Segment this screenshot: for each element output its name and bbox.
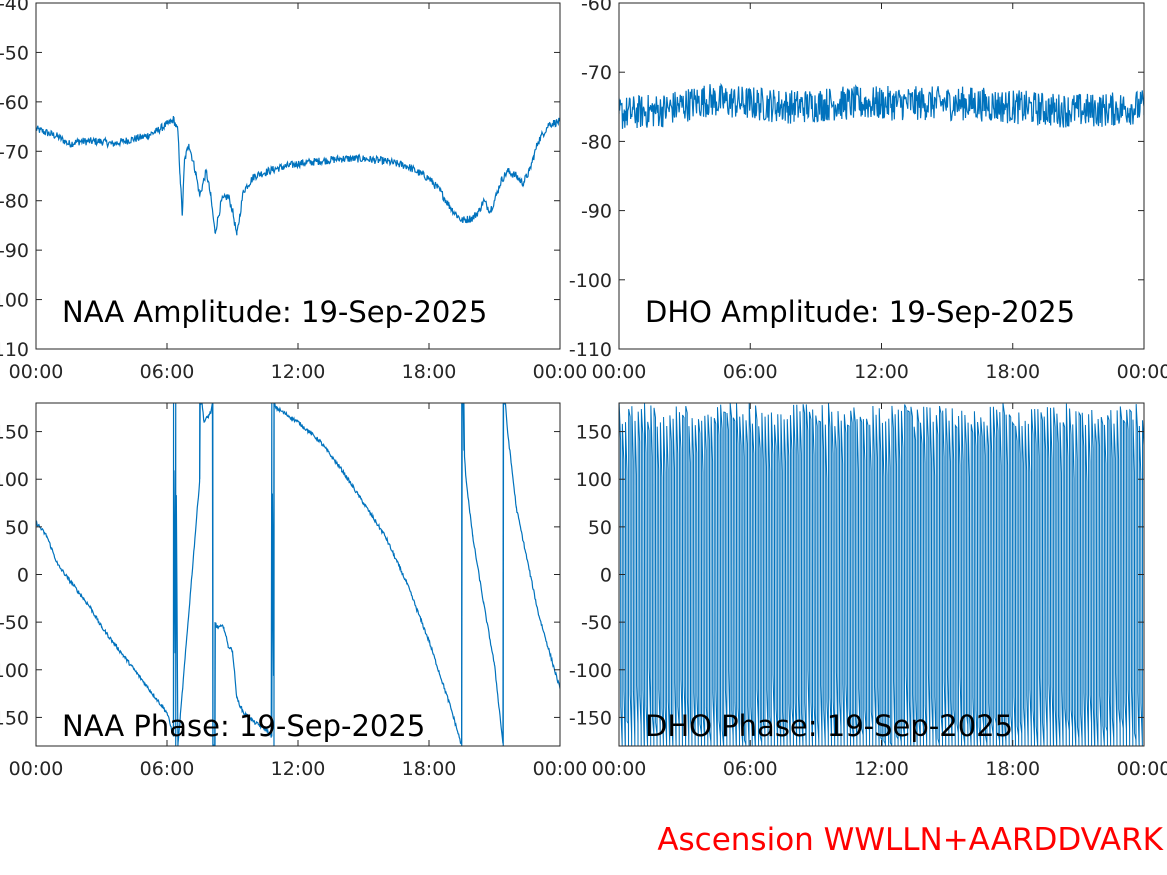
panel-dho-amplitude: 00:00 06:00 12:00 18:00 00:00 -60 -70 -80 -90 -10… bbox=[569, 0, 1167, 383]
x-tick-label: 00:00 bbox=[592, 361, 647, 383]
y-tick-label: -40 bbox=[0, 0, 29, 15]
panel-title-naa-amp: NAA Amplitude: 19-Sep-2025 bbox=[62, 295, 487, 329]
y-tick-label: -80 bbox=[581, 131, 612, 153]
series-line-dho-amp bbox=[619, 82, 1144, 129]
x-tick-label: 06:00 bbox=[140, 361, 195, 383]
y-tick-label: -50 bbox=[0, 42, 29, 64]
y-tick-label: -60 bbox=[0, 92, 29, 114]
y-tick-label: 50 bbox=[588, 517, 612, 539]
y-tick-label: 150 bbox=[0, 422, 29, 444]
y-tick-label: -100 bbox=[0, 290, 29, 312]
x-tick-label: 12:00 bbox=[271, 361, 326, 383]
footer-label: Ascension WWLLN+AARDDVARK bbox=[657, 822, 1163, 858]
panel-naa-amplitude: 00:00 06:00 12:00 18:00 00:00 -40 -50 -60 -70 -80… bbox=[0, 0, 587, 383]
y-tick-label: -80 bbox=[0, 191, 29, 213]
y-tick-label: -110 bbox=[0, 339, 29, 361]
y-tick-label: -100 bbox=[0, 660, 29, 682]
y-tick-label: 100 bbox=[576, 469, 612, 491]
x-tick-label: 12:00 bbox=[854, 758, 909, 780]
y-tick-label: -70 bbox=[0, 141, 29, 163]
x-tick-label: 06:00 bbox=[723, 361, 778, 383]
series-line-dho-phase bbox=[619, 403, 1144, 746]
y-tick-label: -60 bbox=[581, 0, 612, 15]
x-tick-label: 00:00 bbox=[592, 758, 647, 780]
panel-title-dho-amp: DHO Amplitude: 19-Sep-2025 bbox=[645, 295, 1075, 329]
x-tick-label: 18:00 bbox=[402, 758, 457, 780]
x-tick-label: 00:00 bbox=[533, 758, 588, 780]
y-tick-label: 150 bbox=[576, 422, 612, 444]
y-tick-label: 0 bbox=[17, 565, 29, 587]
y-tick-label: -150 bbox=[0, 707, 29, 729]
y-tick-label: -90 bbox=[581, 201, 612, 223]
panel-title-naa-phase: NAA Phase: 19-Sep-2025 bbox=[62, 709, 425, 743]
x-tick-label: 18:00 bbox=[985, 361, 1040, 383]
x-tick-label: 00:00 bbox=[9, 758, 64, 780]
y-tick-label: -70 bbox=[581, 62, 612, 84]
panel-naa-phase: 00:00 06:00 12:00 18:00 00:00 150 100 50 0 -50 -10… bbox=[0, 402, 588, 780]
axes-box bbox=[35, 402, 561, 747]
x-tick-label: 00:00 bbox=[1117, 361, 1167, 383]
x-tick-label: 12:00 bbox=[854, 361, 909, 383]
y-tick-label: 50 bbox=[5, 517, 29, 539]
y-tick-label: -90 bbox=[0, 240, 29, 262]
y-tick-label: -150 bbox=[569, 707, 612, 729]
x-tick-label: 06:00 bbox=[723, 758, 778, 780]
x-tick-label: 18:00 bbox=[402, 361, 457, 383]
x-tick-label: 18:00 bbox=[985, 758, 1040, 780]
series-line-naa-phase bbox=[36, 403, 560, 746]
y-tick-label: -110 bbox=[569, 339, 612, 361]
x-tick-label: 00:00 bbox=[533, 361, 588, 383]
y-tick-label: -100 bbox=[569, 660, 612, 682]
y-tick-label: 100 bbox=[0, 469, 29, 491]
panel-dho-phase: 00:00 06:00 12:00 18:00 00:00 150 100 50 0 -50 -10… bbox=[569, 402, 1167, 780]
x-tick-label: 00:00 bbox=[9, 361, 64, 383]
y-tick-label: -50 bbox=[0, 612, 29, 634]
series-line-naa-amp bbox=[36, 116, 560, 236]
x-tick-label: 12:00 bbox=[271, 758, 326, 780]
panel-title-dho-phase: DHO Phase: 19-Sep-2025 bbox=[645, 709, 1013, 743]
y-tick-label: -50 bbox=[581, 612, 612, 634]
x-tick-label: 00:00 bbox=[1117, 758, 1167, 780]
y-tick-label: 0 bbox=[600, 565, 612, 587]
x-tick-label: 06:00 bbox=[140, 758, 195, 780]
y-tick-label: -100 bbox=[569, 270, 612, 292]
